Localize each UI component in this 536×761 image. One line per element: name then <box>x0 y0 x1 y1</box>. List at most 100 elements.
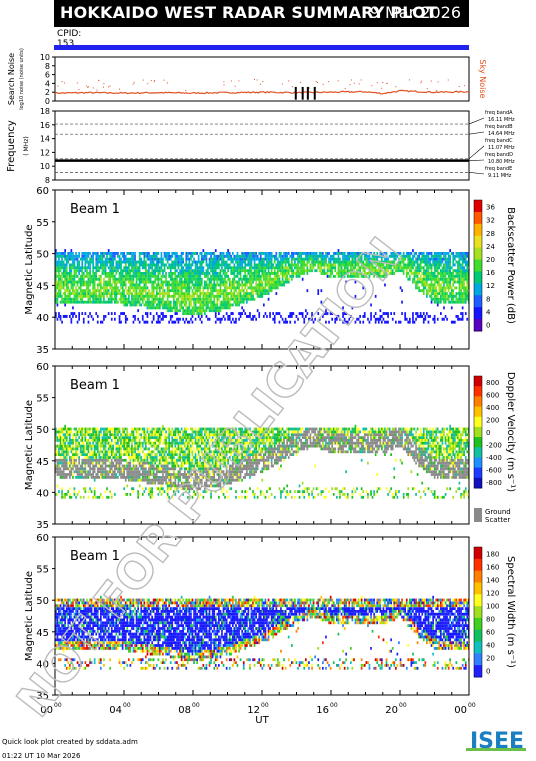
scatter-cell <box>230 269 233 273</box>
scatter-cell <box>252 266 254 270</box>
scatter-cell <box>252 315 254 318</box>
scatter-cell <box>191 254 194 258</box>
scatter-cell <box>70 458 73 462</box>
scatter-cell <box>146 320 149 324</box>
scatter-cell <box>62 456 65 459</box>
scatter-cell <box>86 257 88 261</box>
scatter-cell <box>148 427 150 431</box>
scatter-cell <box>128 272 130 275</box>
scatter-cell <box>287 260 290 264</box>
scatter-cell <box>259 294 262 298</box>
scatter-cell <box>131 294 133 298</box>
scatter-cell <box>152 294 155 298</box>
scatter-cell <box>185 297 188 301</box>
scatter-cell <box>100 300 102 304</box>
scatter-cell <box>76 441 79 445</box>
scatter-cell <box>393 263 396 267</box>
scatter-cell <box>132 283 135 287</box>
scatter-cell <box>207 289 209 293</box>
scatter-cell <box>363 252 366 255</box>
scatter-cell <box>168 254 170 258</box>
scatter-cell <box>261 280 264 284</box>
scatter-cell <box>385 274 388 278</box>
scatter-cell <box>413 269 416 273</box>
scatter-cell <box>218 292 220 295</box>
scatter-cell <box>287 257 290 261</box>
scatter-cell <box>174 263 177 267</box>
scatter-cell <box>256 274 259 278</box>
scatter-cell <box>336 315 338 318</box>
scatter-cell <box>75 427 77 431</box>
scatter-cell <box>96 294 99 298</box>
scatter-cell <box>157 317 160 321</box>
scatter-cell <box>264 312 267 315</box>
scatter-cell <box>398 260 400 264</box>
scatter-cell <box>70 427 73 431</box>
scatter-cell <box>115 441 118 445</box>
scatter-cell <box>377 272 380 275</box>
scatter-cell <box>92 458 94 462</box>
scatter-cell <box>401 312 403 315</box>
scatter-cell <box>277 274 279 278</box>
scatter-cell <box>311 252 313 255</box>
scatter-cell <box>452 260 455 264</box>
scatter-cell <box>460 280 462 284</box>
scatter-cell <box>135 441 138 445</box>
scatter-cell <box>281 280 284 284</box>
scatter-cell <box>463 297 465 301</box>
noise-dot <box>315 81 317 83</box>
scatter-cell <box>232 266 234 270</box>
scatter-cell <box>452 320 455 324</box>
scatter-cell <box>134 283 136 287</box>
scatter-cell <box>93 444 96 448</box>
scatter-cell <box>337 263 340 267</box>
scatter-cell <box>69 272 71 275</box>
scatter-cell <box>128 260 130 264</box>
scatter-cell <box>140 294 143 298</box>
noise-dot <box>291 86 293 88</box>
scatter-cell <box>418 269 420 273</box>
scatter-cell <box>227 254 229 258</box>
scatter-cell <box>135 436 138 439</box>
scatter-cell <box>292 252 295 255</box>
scatter-cell <box>163 300 166 304</box>
scatter-cell <box>59 283 62 287</box>
noise-dot <box>256 79 258 81</box>
scatter-cell <box>438 272 441 275</box>
scatter-cell <box>135 478 138 482</box>
scatter-cell <box>466 260 469 264</box>
scatter-cell <box>76 260 79 264</box>
scatter-cell <box>112 263 115 267</box>
scatter-cell <box>208 283 211 287</box>
scatter-cell <box>118 430 121 434</box>
scatter-cell <box>110 473 113 476</box>
noise-dot <box>408 79 410 81</box>
scatter-cell <box>103 294 105 298</box>
lat-tick-label: 40 <box>36 313 49 324</box>
scatter-cell <box>61 461 63 465</box>
scatter-cell <box>284 266 287 270</box>
scatter-cell <box>140 297 143 301</box>
scatter-cell <box>75 439 77 442</box>
scatter-cell <box>210 274 212 278</box>
scatter-cell <box>213 263 216 267</box>
scatter-cell <box>363 254 366 258</box>
noise-dot <box>308 87 310 89</box>
scatter-cell <box>134 467 136 471</box>
scatter-cell <box>179 280 181 284</box>
scatter-cell <box>179 257 181 261</box>
scatter-cell <box>65 266 68 270</box>
scatter-cell <box>376 274 379 278</box>
scatter-cell <box>131 269 133 273</box>
scatter-cell <box>145 263 147 267</box>
scatter-cell <box>58 436 60 439</box>
scatter-cell <box>300 252 302 255</box>
scatter-cell <box>81 447 84 451</box>
scatter-cell <box>348 274 351 278</box>
scatter-cell <box>135 458 138 462</box>
scatter-cell <box>95 300 98 304</box>
scatter-cell <box>438 260 441 264</box>
scatter-cell <box>93 493 96 496</box>
scatter-cell <box>81 294 84 298</box>
scatter-cell <box>460 289 462 293</box>
